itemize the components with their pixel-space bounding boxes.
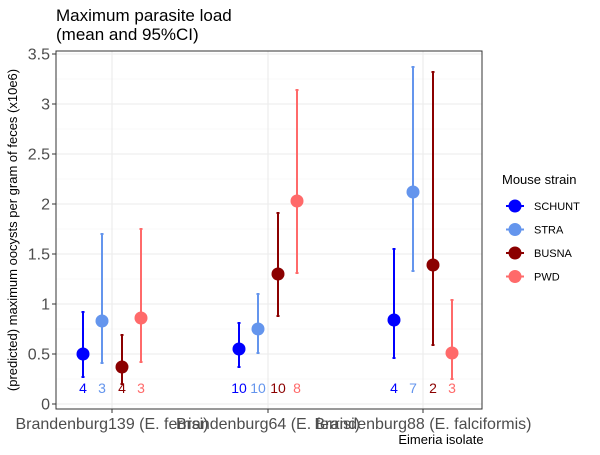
mean-point bbox=[387, 313, 401, 327]
y-tick-label: 2 bbox=[41, 197, 50, 214]
mean-point bbox=[251, 322, 265, 336]
mean-point bbox=[95, 314, 109, 328]
mean-point bbox=[115, 360, 129, 374]
x-tick-label: Brandenburg88 (E. falciformis) bbox=[315, 416, 532, 433]
legend-key-point bbox=[508, 223, 522, 236]
legend-title: Mouse strain bbox=[502, 172, 576, 187]
y-tick-label: 1 bbox=[41, 297, 50, 314]
x-axis-title: Eimeria isolate bbox=[398, 432, 483, 447]
y-tick-label: 0.5 bbox=[28, 347, 50, 364]
sample-size-label: 3 bbox=[448, 380, 456, 396]
sample-size-label: 4 bbox=[118, 380, 126, 396]
legend-label: SCHUNT bbox=[534, 201, 580, 213]
sample-size-label: 4 bbox=[390, 380, 398, 396]
sample-size-label: 7 bbox=[409, 380, 417, 396]
legend-label: PWD bbox=[534, 272, 560, 284]
mean-point bbox=[406, 185, 420, 199]
x-tick-label: Brandenburg64 (E. ferrisi) bbox=[176, 416, 360, 433]
sample-size-label: 10 bbox=[270, 380, 286, 396]
legend: Mouse strain SCHUNT STRA BUSNA PWD bbox=[502, 172, 580, 284]
mean-point bbox=[134, 311, 148, 325]
plot-border bbox=[55, 50, 483, 410]
mean-point bbox=[232, 342, 246, 356]
y-tick-label: 1.5 bbox=[28, 247, 50, 264]
data-marks: 4 10 43 10 74 10 23 8 3 bbox=[76, 66, 459, 396]
y-tick-label: 0 bbox=[41, 397, 50, 414]
mean-point bbox=[445, 346, 459, 360]
mean-point bbox=[76, 347, 90, 361]
legend-key-point bbox=[508, 199, 522, 213]
legend-label: STRA bbox=[534, 225, 564, 237]
y-tick-label: 2.5 bbox=[28, 147, 50, 164]
y-axis: 0 0.5 1 1.5 2 2.5 3 3.5 bbox=[28, 47, 56, 414]
sample-size-label: 10 bbox=[231, 380, 247, 396]
sample-size-label: 4 bbox=[79, 380, 87, 396]
sample-size-label: 3 bbox=[98, 380, 106, 396]
sample-size-label: 8 bbox=[293, 380, 301, 396]
mean-point bbox=[290, 194, 304, 208]
legend-key-point bbox=[508, 270, 522, 283]
legend-key-point bbox=[508, 246, 522, 260]
chart-title-line2: (mean and 95%CI) bbox=[56, 25, 199, 44]
plot-panel bbox=[56, 51, 482, 409]
sample-size-label: 2 bbox=[429, 380, 437, 396]
mean-point bbox=[426, 258, 440, 272]
y-tick-label: 3.5 bbox=[28, 47, 50, 64]
sample-size-label: 10 bbox=[250, 380, 266, 396]
grid-lines bbox=[56, 51, 482, 409]
y-axis-title: (predicted) maximum oocysts per gram of … bbox=[5, 69, 20, 391]
x-tick-label: Brandenburg139 (E. ferrisi) bbox=[16, 416, 209, 433]
x-axis: Brandenburg139 (E. ferrisi)Brandenburg64… bbox=[16, 409, 532, 433]
chart-title-line1: Maximum parasite load bbox=[56, 6, 232, 25]
sample-size-label: 3 bbox=[137, 380, 145, 396]
mean-point bbox=[271, 267, 285, 281]
legend-label: BUSNA bbox=[534, 248, 573, 260]
y-tick-label: 3 bbox=[41, 97, 50, 114]
